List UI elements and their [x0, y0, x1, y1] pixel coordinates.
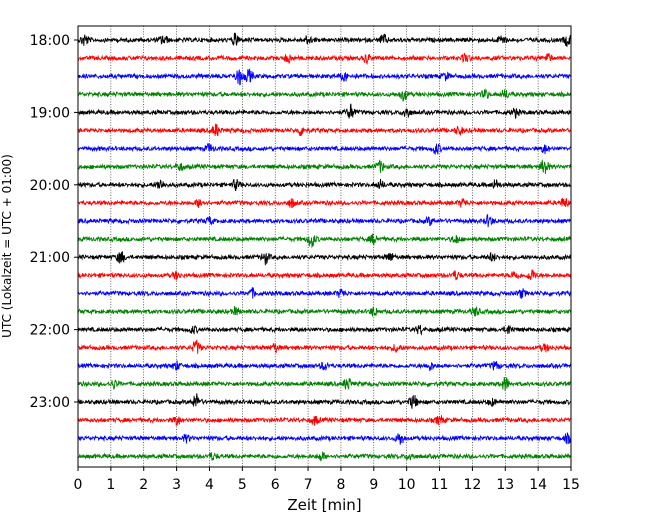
trace-line: [77, 393, 572, 409]
traces: [77, 32, 572, 462]
grid: [110, 26, 539, 467]
x-tick-label: 5: [238, 477, 247, 493]
x-tick-label: 11: [431, 477, 449, 493]
trace-line: [77, 324, 572, 336]
trace-line: [77, 251, 572, 266]
x-tick-label: 12: [463, 477, 481, 493]
trace-line: [77, 88, 572, 102]
x-tick-label: 14: [529, 477, 547, 493]
trace-line: [77, 52, 572, 65]
y-tick-label: 19:00: [30, 105, 70, 121]
x-tick-label: 3: [172, 477, 181, 493]
trace-line: [77, 287, 572, 299]
x-axis-label: Zeit [min]: [287, 496, 361, 514]
trace-line: [77, 451, 572, 462]
y-tick-label: 21:00: [30, 250, 70, 266]
trace-line: [77, 159, 572, 174]
x-tick-label: 0: [74, 477, 83, 493]
trace-line: [77, 415, 572, 427]
x-tick-label: 6: [271, 477, 280, 493]
y-tick-label: 23:00: [30, 395, 70, 411]
x-axis: 0 1 2 3 4 5 6 7 8 9 10 11 12 13 14 15: [74, 467, 580, 493]
trace-line: [77, 305, 572, 317]
trace-line: [77, 32, 572, 48]
trace-line: [77, 178, 572, 192]
trace-line: [77, 103, 572, 119]
y-axis: 18:00 19:00 20:00 21:00 22:00 23:00: [30, 33, 78, 411]
trace-line: [77, 339, 572, 354]
trace-line: [77, 198, 572, 209]
trace-line: [77, 142, 572, 155]
x-tick-label: 15: [562, 477, 580, 493]
y-axis-label: UTC (Lokalzeit = UTC + 01:00): [0, 154, 14, 338]
x-tick-label: 8: [336, 477, 345, 493]
x-tick-label: 10: [398, 477, 416, 493]
x-tick-label: 13: [496, 477, 514, 493]
trace-line: [77, 269, 572, 281]
y-tick-label: 18:00: [30, 33, 70, 49]
x-tick-label: 4: [205, 477, 214, 493]
x-tick-label: 1: [106, 477, 115, 493]
trace-line: [77, 432, 572, 445]
y-tick-label: 20:00: [30, 178, 70, 194]
x-tick-label: 2: [139, 477, 148, 493]
trace-line: [77, 214, 572, 228]
trace-line: [77, 123, 572, 137]
trace-line: [77, 233, 572, 249]
x-tick-label: 7: [304, 477, 313, 493]
y-tick-label: 22:00: [30, 323, 70, 339]
x-tick-label: 9: [369, 477, 378, 493]
trace-line: [77, 360, 572, 372]
trace-line: [77, 377, 572, 392]
plot-frame: [77, 25, 572, 468]
trace-line: [77, 68, 572, 86]
